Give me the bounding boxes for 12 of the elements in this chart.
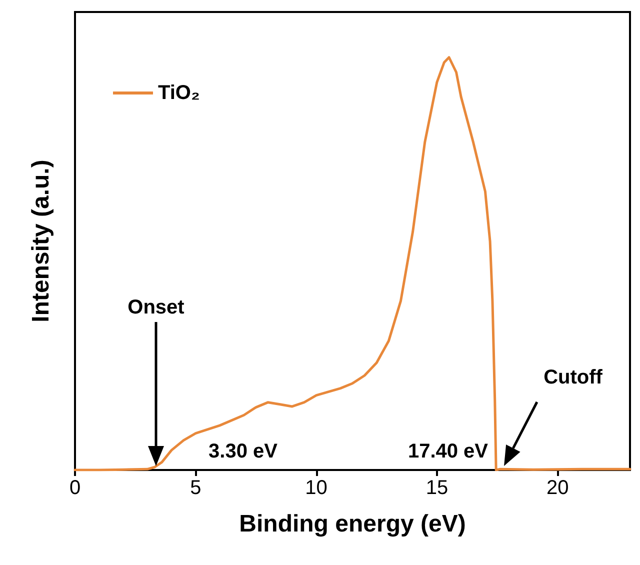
x-tick-label: 10	[305, 477, 328, 499]
x-tick-label: 20	[546, 477, 569, 499]
annotation: Onset	[128, 296, 185, 318]
x-axis-title: Binding energy (eV)	[239, 510, 466, 538]
x-tick-label: 5	[190, 477, 202, 499]
annotation: 3.30 eV	[208, 440, 278, 462]
x-tick-label: 15	[426, 477, 448, 499]
annotation: 17.40 eV	[408, 440, 489, 462]
x-tick-label: 0	[69, 477, 81, 499]
legend-label: TiO₂	[158, 82, 200, 104]
annotation: Cutoff	[544, 366, 603, 388]
y-axis-title: Intensity (a.u.)	[28, 160, 54, 322]
